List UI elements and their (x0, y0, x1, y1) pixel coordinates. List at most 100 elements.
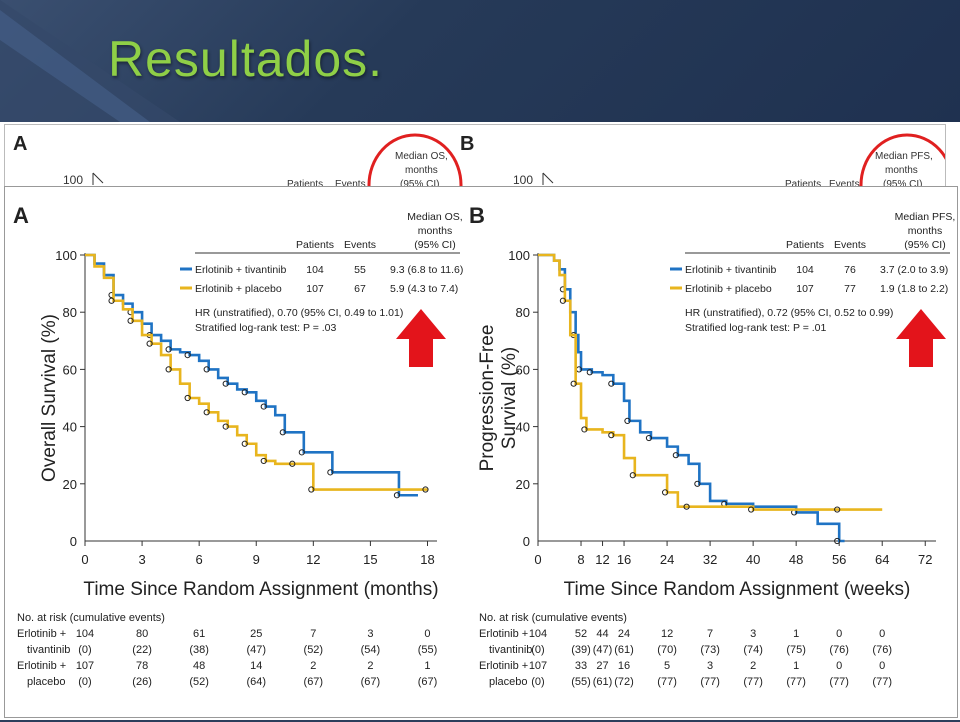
risk-cell: (26) (132, 676, 152, 688)
strip-circle-pfs (859, 133, 945, 187)
censor-mark (298, 449, 305, 456)
censor-mark (645, 434, 653, 442)
strip-median-os-3: (95% CI) (400, 179, 440, 188)
legend-patients: 107 (306, 283, 324, 295)
censor-mark (241, 389, 248, 396)
x-tick-label: 18 (420, 552, 434, 567)
censor-mark (748, 506, 755, 513)
legend-series-name: Erlotinib + tivantinib (195, 264, 287, 276)
red-up-arrow (396, 309, 446, 367)
strip-circle-os (367, 133, 463, 187)
x-tick-label: 16 (617, 552, 631, 567)
y-tick-label: 20 (63, 477, 77, 492)
y-tick-label: 0 (523, 534, 530, 549)
risk-cell: 0 (424, 628, 430, 640)
risk-row-label: Erlotinib + (479, 628, 528, 640)
risk-cell: 1 (793, 660, 799, 672)
legend-events: 55 (354, 264, 366, 276)
y-tick-label: 100 (508, 248, 530, 263)
censor-mark (222, 380, 229, 387)
risk-cell: 78 (136, 660, 148, 672)
risk-cell: 107 (76, 660, 94, 672)
risk-cell: (61) (614, 644, 634, 656)
y-tick-label: 0 (70, 534, 77, 549)
risk-cell: 27 (596, 660, 608, 672)
censor-mark (184, 394, 191, 402)
risk-cell: 104 (529, 628, 547, 640)
y-tick-label: 60 (63, 362, 77, 377)
y-axis-title: Overall Survival (%) (39, 314, 60, 482)
risk-cell: (0) (78, 676, 91, 688)
censor-mark (146, 340, 153, 347)
legend-col-patients: Patients (296, 239, 334, 251)
x-tick-label: 48 (789, 552, 803, 567)
censor-mark (127, 317, 134, 324)
risk-cell: (72) (614, 676, 634, 688)
censor-mark (279, 429, 286, 436)
risk-cell: 14 (250, 660, 262, 672)
x-tick-label: 32 (703, 552, 717, 567)
risk-cell: (39) (571, 644, 591, 656)
x-tick-label: 3 (138, 552, 145, 567)
risk-cell: (70) (657, 644, 677, 656)
x-tick-label: 56 (832, 552, 846, 567)
censor-mark (108, 297, 115, 304)
risk-cell: 52 (575, 628, 587, 640)
risk-cell: (52) (304, 644, 324, 656)
risk-row-label: Erlotinib + (479, 660, 528, 672)
legend-series-name: Erlotinib + tivantinib (685, 264, 777, 276)
panel-label-a: A (13, 203, 29, 228)
legend-events: 76 (844, 264, 856, 276)
risk-row-label: placebo (27, 676, 66, 688)
risk-cell: (77) (829, 676, 849, 688)
censor-mark (422, 486, 429, 493)
x-tick-label: 0 (81, 552, 88, 567)
risk-cell: (77) (743, 676, 763, 688)
censor-mark (581, 426, 588, 433)
slide-header: Resultados. (0, 0, 960, 122)
logrank-note: Stratified log-rank test: P = .03 (195, 322, 337, 334)
median-header-3: (95% CI) (414, 239, 455, 251)
censor-mark (694, 480, 701, 487)
censor-mark (586, 369, 593, 376)
slide-title: Resultados. (108, 31, 384, 87)
risk-cell: 5 (664, 660, 670, 672)
risk-cell: (54) (361, 644, 381, 656)
header-decoration (0, 0, 180, 122)
risk-cell: 3 (367, 628, 373, 640)
risk-cell: (67) (418, 676, 438, 688)
median-header-1: Median OS, (407, 211, 462, 223)
series-line-placebo (538, 253, 883, 511)
risk-cell: (77) (786, 676, 806, 688)
risk-cell: 16 (618, 660, 630, 672)
risk-cell: (76) (872, 644, 892, 656)
risk-cell: (55) (418, 644, 438, 656)
risk-cell: (0) (531, 676, 544, 688)
censor-mark (289, 460, 296, 467)
risk-cell: 48 (193, 660, 205, 672)
red-up-arrow (896, 309, 946, 367)
risk-cell: 107 (529, 660, 547, 672)
y-axis-title-line-1: Progression-Free (477, 325, 498, 472)
censor-mark (672, 452, 679, 459)
legend-series-name: Erlotinib + placebo (685, 283, 772, 295)
legend-patients: 104 (796, 264, 814, 276)
risk-cell: 61 (193, 628, 205, 640)
risk-cell: (73) (700, 644, 720, 656)
legend-series-name: Erlotinib + placebo (195, 283, 282, 295)
strip-panel-b-label: B (460, 133, 475, 155)
risk-row-label: Erlotinib + (17, 628, 66, 640)
risk-cell: (0) (78, 644, 91, 656)
risk-cell: (47) (593, 644, 613, 656)
censor-mark (393, 492, 401, 499)
risk-cell: 24 (618, 628, 630, 640)
strip-a-patients: Patients (287, 179, 324, 188)
risk-cell: 2 (750, 660, 756, 672)
series-line-placebo (85, 253, 428, 491)
risk-cell: (38) (189, 644, 209, 656)
risk-cell: (75) (786, 644, 806, 656)
x-axis-title: Time Since Random Assignment (months) (83, 579, 438, 600)
risk-cell: (47) (246, 644, 266, 656)
censor-mark (165, 366, 172, 373)
risk-cell: 1 (793, 628, 799, 640)
